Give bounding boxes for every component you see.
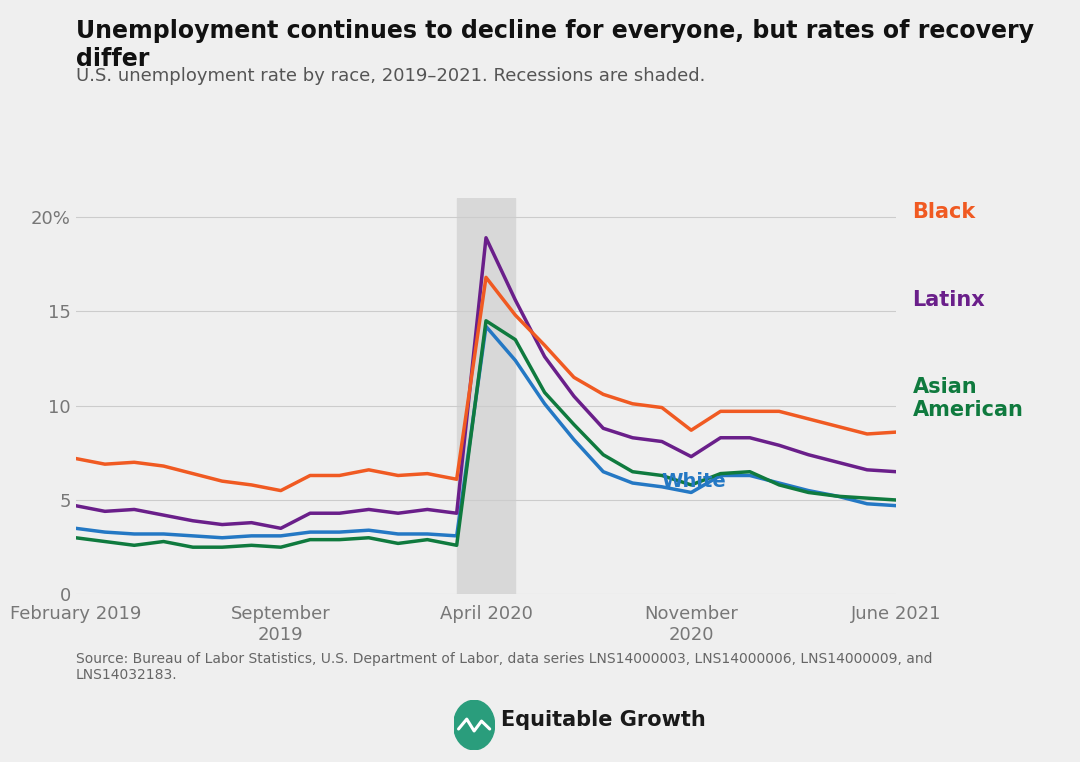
Text: White: White: [662, 472, 727, 491]
Text: Unemployment continues to decline for everyone, but rates of recovery differ: Unemployment continues to decline for ev…: [76, 19, 1034, 71]
Text: Black: Black: [913, 202, 976, 222]
Bar: [457, 198, 515, 594]
Text: Source: Bureau of Labor Statistics, U.S. Department of Labor, data series LNS140: Source: Bureau of Labor Statistics, U.S.…: [76, 652, 932, 682]
Text: Latinx: Latinx: [913, 290, 985, 309]
Ellipse shape: [454, 700, 495, 750]
Text: Asian
American: Asian American: [913, 377, 1024, 421]
Text: Equitable Growth: Equitable Growth: [501, 710, 706, 730]
Text: U.S. unemployment rate by race, 2019–2021. Recessions are shaded.: U.S. unemployment rate by race, 2019–202…: [76, 67, 705, 85]
